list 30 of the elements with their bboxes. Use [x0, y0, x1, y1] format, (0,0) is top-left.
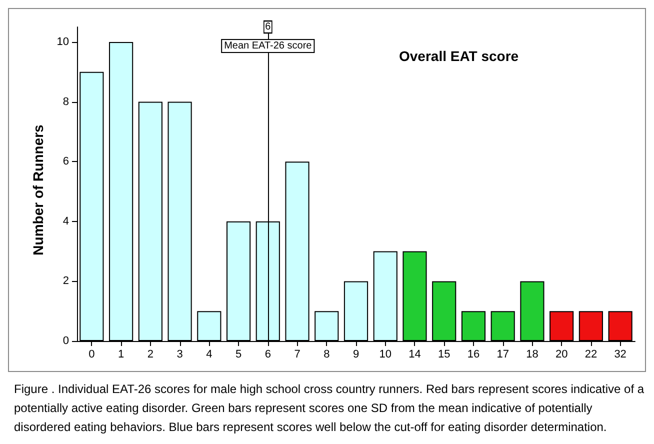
x-tick-label: 10 [379, 348, 392, 360]
x-tick-label: 5 [235, 348, 242, 360]
x-tick-label: 18 [526, 348, 538, 360]
x-tick-label: 6 [264, 348, 271, 360]
x-tick-label: 9 [352, 348, 360, 360]
x-tick-label: 22 [584, 348, 598, 360]
x-tick-label: 32 [614, 348, 626, 360]
x-tick-label: 16 [467, 348, 480, 360]
annotation: 6 [265, 22, 272, 32]
x-tick-label: 15 [438, 348, 450, 360]
x-axis-title: Overall EAT score [399, 48, 519, 64]
x-tick-label: 2 [147, 348, 154, 360]
x-tick-label: 3 [176, 348, 183, 360]
y-tick-label: 6 [62, 156, 69, 168]
ref-line-label: Mean EAT-26 score [224, 40, 312, 52]
x-tick-label: 17 [496, 348, 509, 360]
x-tick-label: 1 [118, 348, 124, 360]
text: Figure . Individual EAT-26 scores for male high school cross country runners. Red bars represent scores indicative of a potentially active eating disorder. Green bars represent scores one SD from the mean indicative of potentially disordered eating behaviors. Blue bars represent scores well below the cut-off for eating disorder determination. [14, 381, 646, 436]
y-tick-label: 0 [62, 335, 69, 347]
x-tick-label: 20 [555, 348, 568, 360]
x-tick-label: 0 [88, 348, 95, 360]
y-tick-label: 8 [62, 96, 69, 108]
x-tick-label: 7 [294, 348, 300, 360]
x-tick-label: 4 [206, 348, 212, 360]
y-tick-label: 2 [62, 275, 69, 288]
y-tick-label: 10 [56, 36, 69, 48]
y-axis-title: Number of Runners [30, 124, 46, 256]
x-tick-label: 8 [324, 348, 330, 360]
x-tick-label: 14 [408, 348, 421, 360]
y-tick-label: 4 [62, 215, 69, 228]
